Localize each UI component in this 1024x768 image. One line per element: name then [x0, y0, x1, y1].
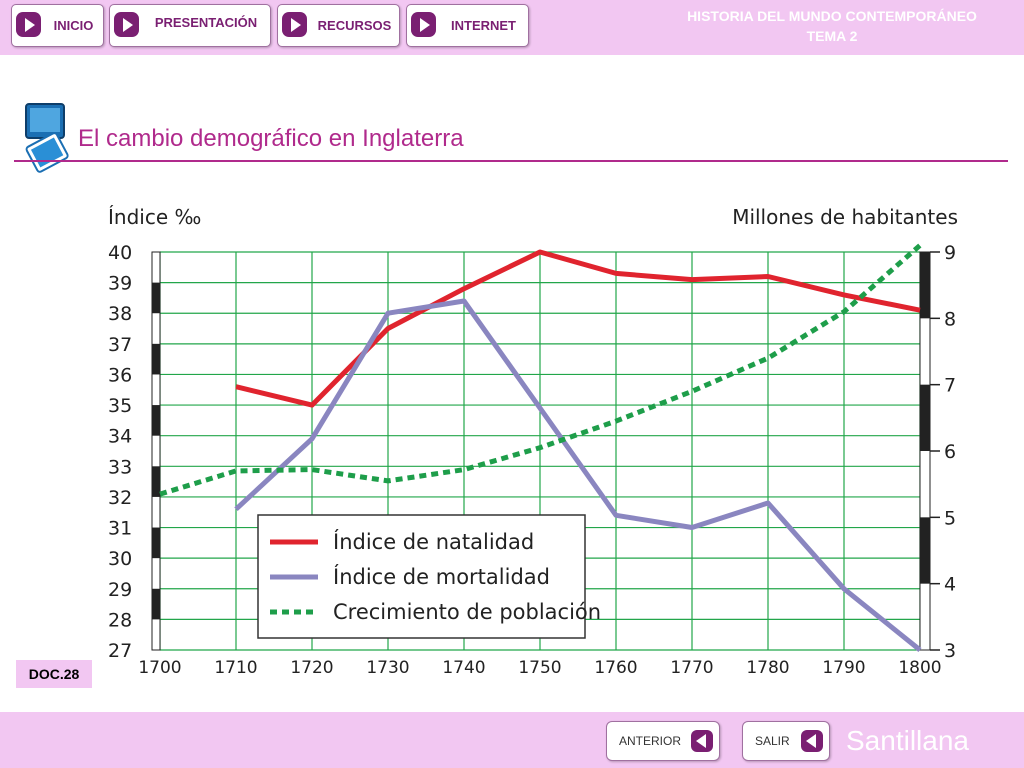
nav-internet-button[interactable]: INTERNET [406, 4, 529, 47]
natalidad-line [235, 249, 921, 408]
y-tick-label: 32 [108, 487, 132, 509]
x-tick-label: 1730 [366, 658, 409, 678]
nav-presentacion-label: PRESENTACIÓN [154, 15, 258, 30]
left-axis-ruler [151, 251, 161, 651]
back-arrow-icon [691, 730, 713, 752]
nav-inicio-label: INICIO [53, 18, 94, 33]
course-title-line2: TEMA 2 [806, 28, 858, 44]
nav-inicio-button[interactable]: INICIO [11, 4, 104, 47]
exit-button[interactable]: SALIR [742, 721, 830, 761]
right-axis-ruler-block [920, 517, 930, 584]
left-axis-ruler-block [152, 466, 160, 497]
course-title: HISTORIA DEL MUNDO CONTEMPORÁNEO TEMA 2 [640, 6, 1024, 46]
y-tick-label: 27 [108, 640, 132, 662]
x-tick-label: 1750 [518, 658, 561, 678]
demographic-chart: Índice ‰ Millones de habitantes 27 28 29 30… [108, 205, 958, 678]
x-tick-label: 1760 [594, 658, 637, 678]
doc-badge: DOC.28 [16, 660, 92, 688]
nav-presentacion-button[interactable]: PRESENTACIÓN [109, 4, 271, 47]
previous-label: ANTERIOR [619, 734, 682, 748]
play-icon [411, 12, 436, 37]
page-title: El cambio demográfico en Inglaterra [78, 125, 464, 152]
poblacion-line [159, 243, 922, 497]
legend-label-poblacion: Crecimiento de población [333, 600, 601, 624]
nav-recursos-button[interactable]: RECURSOS [277, 4, 400, 47]
y2-tick-label: 9 [944, 242, 956, 264]
play-icon [16, 12, 41, 37]
y-tick-label: 37 [108, 334, 132, 356]
y-tick-label: 38 [108, 303, 132, 325]
y2-tick-label: 3 [944, 640, 956, 662]
brand-logo: Santillana [846, 725, 969, 756]
x-tick-label: 1700 [138, 658, 181, 678]
y-tick-label: 31 [108, 518, 132, 540]
back-arrow-icon [801, 730, 823, 752]
y2-tick-label: 6 [944, 441, 956, 463]
nav-recursos-label: RECURSOS [317, 18, 392, 33]
x-tick-label: 1790 [822, 658, 865, 678]
course-title-line1: HISTORIA DEL MUNDO CONTEMPORÁNEO [687, 8, 977, 24]
x-tick-label: 1780 [746, 658, 789, 678]
footer-bar: ANTERIOR SALIR [0, 712, 1024, 768]
y-tick-label: 28 [108, 609, 132, 631]
y-tick-label: 33 [108, 456, 132, 478]
exit-label: SALIR [755, 734, 790, 748]
x-tick-label: 1740 [442, 658, 485, 678]
y2-tick-label: 4 [944, 574, 956, 596]
y-tick-label: 30 [108, 548, 132, 570]
document-icon [25, 103, 69, 173]
y2-tick-label: 7 [944, 375, 956, 397]
x-tick-label: 1710 [214, 658, 257, 678]
y-tick-label: 34 [108, 426, 132, 448]
nav-internet-label: INTERNET [451, 18, 516, 33]
y-tick-label: 35 [108, 395, 132, 417]
right-axis-ruler-block [920, 252, 930, 319]
left-axis-ruler-block [152, 405, 160, 436]
previous-button[interactable]: ANTERIOR [606, 721, 720, 761]
legend-label-natalidad: Índice de natalidad [333, 529, 534, 554]
y-tick-label: 36 [108, 364, 132, 386]
y-tick-label: 29 [108, 579, 132, 601]
x-tick-label: 1720 [290, 658, 333, 678]
left-axis-ruler-block [152, 588, 160, 620]
legend: Índice de natalidad Índice de mortalidad… [257, 514, 601, 639]
data-lines [159, 243, 922, 652]
y-axis-label: Índice ‰ [108, 205, 201, 229]
y-tick-label: 39 [108, 273, 132, 295]
y-tick-label: 40 [108, 242, 132, 264]
left-axis-ruler-block [152, 527, 160, 559]
y2-axis-label: Millones de habitantes [732, 205, 958, 229]
left-axis-ruler-block [152, 343, 160, 375]
x-tick-label: 1800 [898, 658, 941, 678]
y2-tick-label: 8 [944, 308, 956, 330]
x-tick-label: 1770 [670, 658, 713, 678]
legend-label-mortalidad: Índice de mortalidad [333, 564, 550, 589]
title-underline [14, 160, 1008, 162]
mortalidad-line [234, 298, 922, 652]
right-axis-ruler-block [920, 384, 930, 451]
play-icon [282, 12, 307, 37]
y2-tick-label: 5 [944, 507, 956, 529]
left-axis-ruler-block [152, 282, 160, 314]
play-icon [114, 12, 139, 37]
top-navigation-bar: INICIO PRESENTACIÓN RECURSOS INTERNET HI… [0, 0, 1024, 55]
